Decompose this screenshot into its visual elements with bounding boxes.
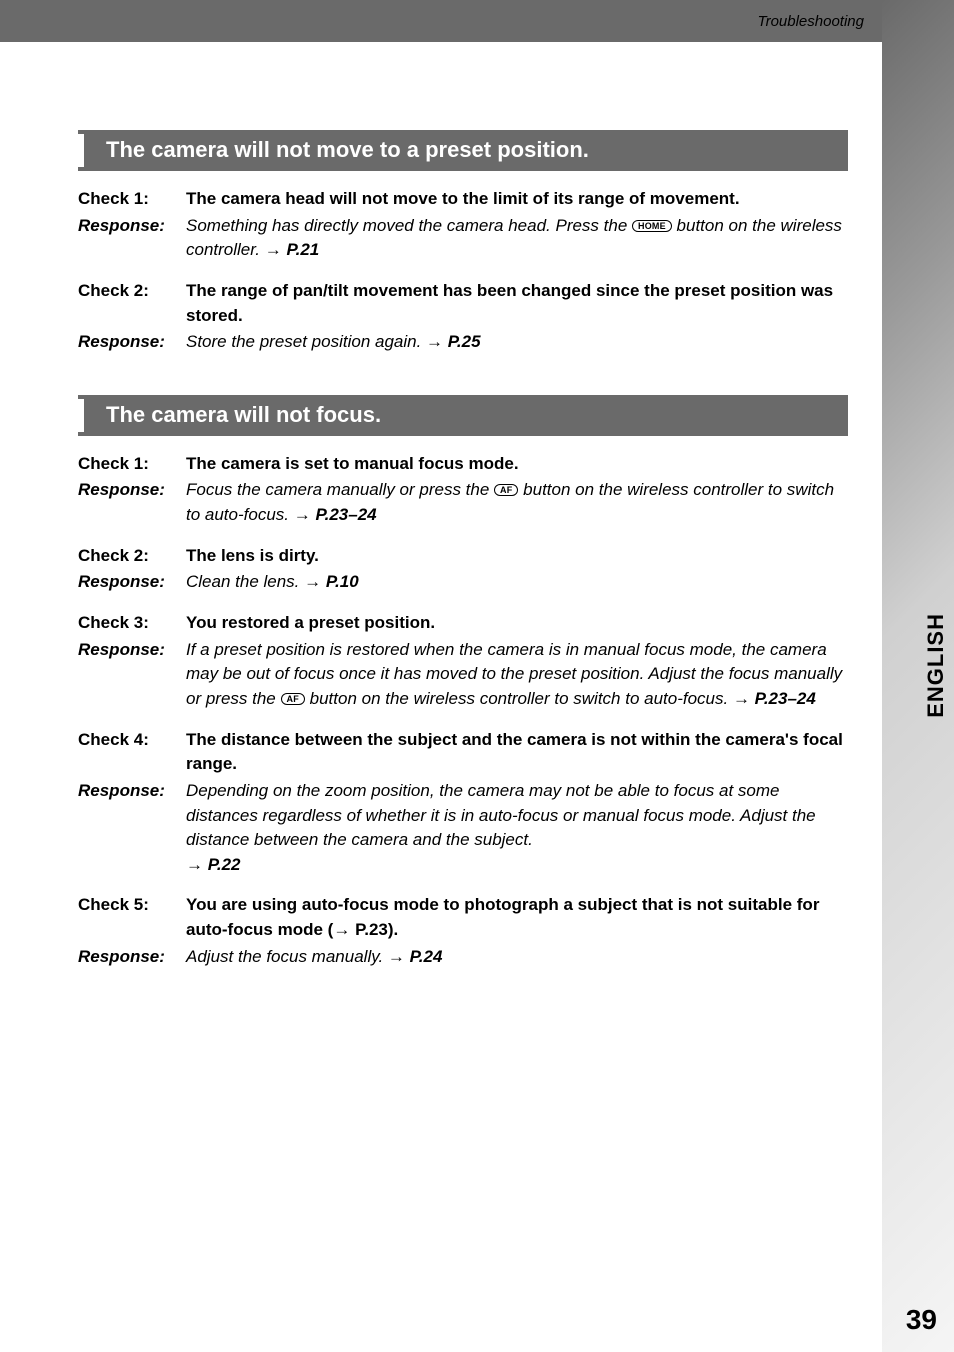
response-text: If a preset position is restored when th…	[186, 638, 848, 712]
response-pre: Something has directly moved the camera …	[186, 216, 632, 235]
page-ref: P.24	[405, 947, 443, 966]
page-ref: P.25	[443, 332, 481, 351]
response-row: Response: Adjust the focus manually. → P…	[78, 945, 848, 970]
response-label: Response:	[78, 214, 186, 263]
check-label: Check 5:	[78, 893, 186, 942]
header-category: Troubleshooting	[758, 13, 864, 30]
check-text: The camera is set to manual focus mode.	[186, 452, 848, 477]
arrow-icon: →	[426, 332, 443, 351]
side-tab: ENGLISH 39	[882, 0, 954, 1352]
check-block: Check 2: The range of pan/tilt movement …	[78, 279, 848, 355]
check-block: Check 5: You are using auto-focus mode t…	[78, 893, 848, 969]
response-row: Response: Store the preset position agai…	[78, 330, 848, 355]
check-label: Check 3:	[78, 611, 186, 636]
page-ref: P.22	[203, 855, 241, 874]
check-text: The range of pan/tilt movement has been …	[186, 279, 848, 328]
response-text: Clean the lens. → P.10	[186, 570, 848, 595]
page-ref: P.23–24	[311, 505, 377, 524]
response-pre: Adjust the focus manually.	[186, 947, 388, 966]
response-label: Response:	[78, 478, 186, 527]
response-row: Response: Depending on the zoom position…	[78, 779, 848, 878]
check-text-post: P.23).	[350, 920, 398, 939]
section-heading-1: The camera will not move to a preset pos…	[78, 130, 848, 171]
response-label: Response:	[78, 570, 186, 595]
page-ref: P.21	[282, 240, 320, 259]
section-title-1: The camera will not move to a preset pos…	[106, 137, 589, 162]
check-label: Check 1:	[78, 187, 186, 212]
check-row: Check 5: You are using auto-focus mode t…	[78, 893, 848, 942]
response-post: button on the wireless controller to swi…	[305, 689, 733, 708]
page-ref: P.10	[321, 572, 359, 591]
response-pre: Clean the lens.	[186, 572, 304, 591]
arrow-icon: →	[294, 505, 311, 524]
arrow-icon: →	[186, 855, 203, 874]
response-text: Adjust the focus manually. → P.24	[186, 945, 848, 970]
check-row: Check 2: The lens is dirty.	[78, 544, 848, 569]
check-row: Check 1: The camera is set to manual foc…	[78, 452, 848, 477]
response-text: Store the preset position again. → P.25	[186, 330, 848, 355]
response-label: Response:	[78, 638, 186, 712]
check-text: You are using auto-focus mode to photogr…	[186, 893, 848, 942]
response-pre: Store the preset position again.	[186, 332, 426, 351]
arrow-icon: →	[333, 920, 350, 939]
check-row: Check 1: The camera head will not move t…	[78, 187, 848, 212]
check-row: Check 2: The range of pan/tilt movement …	[78, 279, 848, 328]
check-block: Check 2: The lens is dirty. Response: Cl…	[78, 544, 848, 595]
response-row: Response: Something has directly moved t…	[78, 214, 848, 263]
response-label: Response:	[78, 779, 186, 878]
arrow-icon: →	[733, 689, 750, 708]
check-text-pre: You are using auto-focus mode to photogr…	[186, 895, 819, 939]
response-row: Response: Clean the lens. → P.10	[78, 570, 848, 595]
check-text: The lens is dirty.	[186, 544, 848, 569]
check-text: The camera head will not move to the lim…	[186, 187, 848, 212]
arrow-icon: →	[265, 240, 282, 259]
page-number: 39	[906, 1304, 937, 1336]
check-block: Check 3: You restored a preset position.…	[78, 611, 848, 712]
check-block: Check 1: The camera head will not move t…	[78, 187, 848, 263]
header-band: Troubleshooting	[0, 0, 954, 42]
response-text: Focus the camera manually or press the A…	[186, 478, 848, 527]
check-text: You restored a preset position.	[186, 611, 848, 636]
page-ref: P.23–24	[750, 689, 816, 708]
check-label: Check 2:	[78, 544, 186, 569]
check-text: The distance between the subject and the…	[186, 728, 848, 777]
response-pre: Depending on the zoom position, the came…	[186, 781, 816, 849]
response-pre: Focus the camera manually or press the	[186, 480, 494, 499]
response-label: Response:	[78, 945, 186, 970]
arrow-icon: →	[304, 572, 321, 591]
check-row: Check 4: The distance between the subjec…	[78, 728, 848, 777]
home-icon: HOME	[632, 220, 672, 232]
check-label: Check 2:	[78, 279, 186, 328]
response-row: Response: If a preset position is restor…	[78, 638, 848, 712]
response-text: Something has directly moved the camera …	[186, 214, 848, 263]
af-icon: AF	[281, 693, 305, 705]
content-area: The camera will not move to a preset pos…	[78, 130, 848, 977]
language-label: ENGLISH	[923, 613, 949, 718]
check-label: Check 1:	[78, 452, 186, 477]
response-row: Response: Focus the camera manually or p…	[78, 478, 848, 527]
check-label: Check 4:	[78, 728, 186, 777]
response-text: Depending on the zoom position, the came…	[186, 779, 848, 878]
section-title-2: The camera will not focus.	[106, 402, 381, 427]
check-block: Check 4: The distance between the subjec…	[78, 728, 848, 878]
arrow-icon: →	[388, 947, 405, 966]
af-icon: AF	[494, 484, 518, 496]
check-row: Check 3: You restored a preset position.	[78, 611, 848, 636]
section-heading-2: The camera will not focus.	[78, 395, 848, 436]
response-label: Response:	[78, 330, 186, 355]
check-block: Check 1: The camera is set to manual foc…	[78, 452, 848, 528]
